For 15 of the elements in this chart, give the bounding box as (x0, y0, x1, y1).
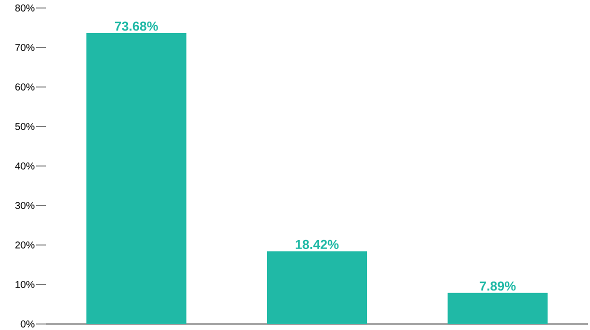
y-tick-label: 20% (15, 241, 34, 249)
y-tick-label: 70% (15, 44, 34, 52)
bar (448, 292, 548, 324)
y-tick-label: 40% (15, 162, 34, 170)
data-label: 7.89% (480, 281, 516, 291)
y-tick-label: 50% (15, 122, 34, 130)
y-tick-label: 30% (15, 202, 34, 210)
data-label: 73.68% (114, 22, 158, 31)
y-tick-label: 10% (16, 280, 34, 288)
y-tick-label: 60% (15, 83, 34, 91)
bar (267, 251, 368, 324)
y-tick-label: 80% (15, 4, 34, 12)
data-label: 18.42% (296, 240, 339, 250)
bar (86, 32, 186, 324)
y-tick-label: 0% (20, 320, 34, 328)
